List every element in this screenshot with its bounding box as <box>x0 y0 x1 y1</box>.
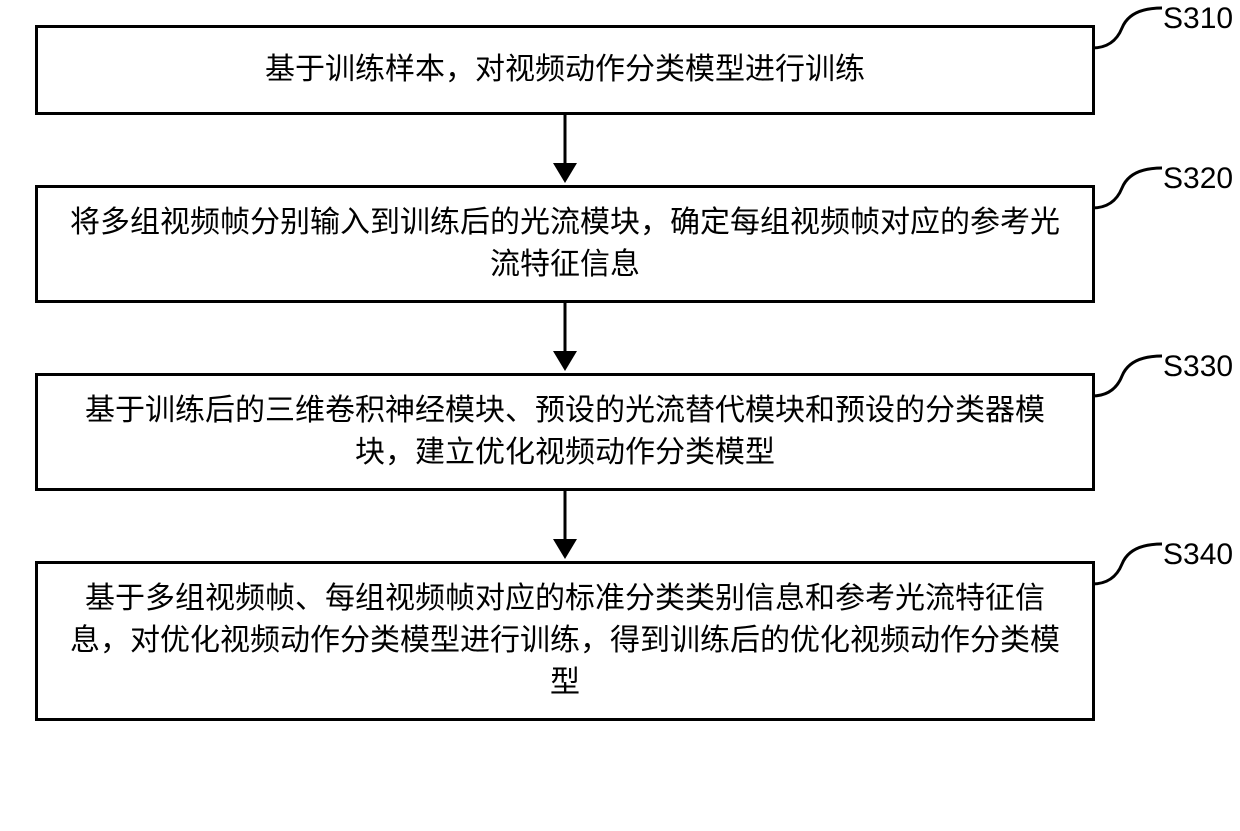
arrow-s330-s340 <box>35 491 1095 561</box>
arrow-s320-s330 <box>35 303 1095 373</box>
label-connector-s320 <box>1092 164 1172 214</box>
step-text: 基于训练后的三维卷积神经模块、预设的光流替代模块和预设的分类器模块，建立优化视频… <box>85 394 1045 469</box>
arrow-line <box>564 491 567 543</box>
flow-step-s320: 将多组视频帧分别输入到训练后的光流模块，确定每组视频帧对应的参考光流特征信息 S… <box>35 185 1095 303</box>
label-connector-s310 <box>1092 4 1172 54</box>
arrow-line <box>564 303 567 355</box>
step-text: 将多组视频帧分别输入到训练后的光流模块，确定每组视频帧对应的参考光流特征信息 <box>70 206 1060 281</box>
label-connector-s340 <box>1092 540 1172 590</box>
flow-step-s330: 基于训练后的三维卷积神经模块、预设的光流替代模块和预设的分类器模块，建立优化视频… <box>35 373 1095 491</box>
flowchart-container: 基于训练样本，对视频动作分类模型进行训练 S310 将多组视频帧分别输入到训练后… <box>35 25 1205 721</box>
step-label-s320: S320 <box>1163 158 1233 200</box>
arrow-head-icon <box>553 163 577 183</box>
step-text: 基于多组视频帧、每组视频帧对应的标准分类类别信息和参考光流特征信息，对优化视频动… <box>70 582 1060 699</box>
flow-step-s340: 基于多组视频帧、每组视频帧对应的标准分类类别信息和参考光流特征信息，对优化视频动… <box>35 561 1095 721</box>
step-label-s340: S340 <box>1163 534 1233 576</box>
arrow-head-icon <box>553 539 577 559</box>
arrow-s310-s320 <box>35 115 1095 185</box>
arrow-line <box>564 115 567 167</box>
step-label-s310: S310 <box>1163 0 1233 40</box>
arrow-head-icon <box>553 351 577 371</box>
step-text: 基于训练样本，对视频动作分类模型进行训练 <box>265 49 865 91</box>
step-label-s330: S330 <box>1163 346 1233 388</box>
flow-step-s310: 基于训练样本，对视频动作分类模型进行训练 S310 <box>35 25 1095 115</box>
label-connector-s330 <box>1092 352 1172 402</box>
